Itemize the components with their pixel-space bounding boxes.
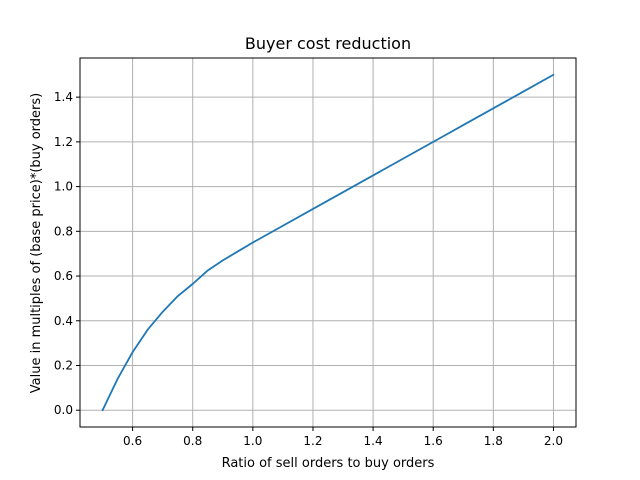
x-tick-label: 1.2	[303, 434, 322, 448]
plot-frame	[79, 57, 577, 428]
x-tick-label: 1.8	[484, 434, 503, 448]
x-tick-label: 1.6	[424, 434, 443, 448]
x-tick-label: 0.6	[123, 434, 142, 448]
y-tick-label: 1.0	[54, 180, 73, 194]
y-tick-label: 0.8	[54, 224, 73, 238]
grid	[80, 58, 576, 427]
x-tick-label: 0.8	[183, 434, 202, 448]
y-axis-label: Value in multiples of (base price)*(buy …	[29, 93, 44, 394]
x-tick-label: 1.4	[364, 434, 383, 448]
x-axis-label: Ratio of sell orders to buy orders	[222, 456, 435, 471]
chart-title: Buyer cost reduction	[245, 34, 411, 53]
y-tick-label: 0.4	[54, 314, 73, 328]
y-tick-label: 1.4	[54, 90, 73, 104]
y-tick-label: 0.6	[54, 269, 73, 283]
y-tick-label: 0.2	[54, 359, 73, 373]
x-tick-label: 2.0	[544, 434, 563, 448]
ticks: 0.6 0.8 1.0 1.2 1.4 1.6 1.8 2.0 0.0 0.2 0.4 0.6 0.8 1…	[54, 90, 563, 448]
y-tick-label: 0.0	[54, 403, 73, 417]
x-tick-label: 1.0	[243, 434, 262, 448]
series-line	[101, 73, 555, 412]
y-tick-label: 1.2	[54, 135, 73, 149]
series-layer	[101, 73, 555, 412]
